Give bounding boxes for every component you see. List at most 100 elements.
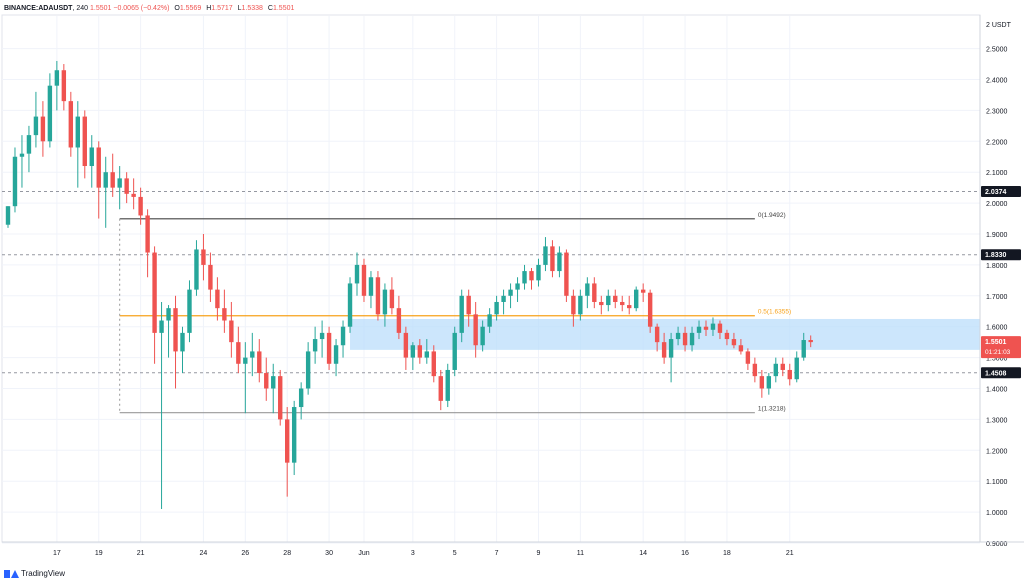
symbol-name[interactable]: BINANCE:ADAUSDT [4,5,73,12]
candle[interactable] [187,280,192,343]
candle[interactable] [410,342,416,370]
candle[interactable] [668,332,674,383]
candle[interactable] [124,172,129,204]
candle[interactable] [717,320,723,340]
candle[interactable] [654,323,660,352]
candle[interactable] [117,166,122,210]
candle[interactable] [752,357,758,383]
candle[interactable] [19,135,25,188]
candle[interactable] [620,295,625,312]
candle[interactable] [194,240,199,296]
candle[interactable] [494,295,499,321]
candle[interactable] [298,382,304,420]
candle[interactable] [89,135,94,188]
candle[interactable] [222,289,227,333]
candle[interactable] [201,234,206,281]
candle[interactable] [738,339,744,355]
candle[interactable] [138,187,143,225]
candle[interactable] [613,289,618,309]
candle[interactable] [515,277,520,302]
candle[interactable] [368,271,374,309]
candle[interactable] [103,156,108,228]
candle[interactable] [208,252,213,302]
candle[interactable] [585,277,590,309]
candle[interactable] [110,153,115,197]
candle[interactable] [96,141,101,219]
candle[interactable] [634,286,639,312]
candle[interactable] [731,332,737,349]
candle[interactable] [689,326,695,352]
candle[interactable] [389,277,395,315]
candle[interactable] [438,369,443,411]
candle[interactable] [5,206,11,228]
candle[interactable] [724,329,730,346]
candle[interactable] [794,351,799,383]
candle[interactable] [661,332,667,364]
candle[interactable] [305,342,311,395]
candle[interactable] [354,252,360,296]
candle[interactable] [787,363,792,386]
candle[interactable] [508,283,513,309]
candle[interactable] [522,264,527,290]
candle[interactable] [257,339,262,383]
candle[interactable] [640,283,646,302]
candles-layer[interactable] [5,60,813,510]
candle[interactable] [703,320,709,336]
candle[interactable] [33,91,39,148]
candle[interactable] [431,345,436,383]
candle[interactable] [82,110,87,179]
candle[interactable] [627,295,632,315]
candle[interactable] [647,289,653,333]
candle[interactable] [152,246,157,364]
candle[interactable] [564,249,569,302]
candle[interactable] [452,326,457,377]
candle[interactable] [26,125,32,173]
candle[interactable] [326,326,332,370]
candle[interactable] [773,357,778,383]
candle[interactable] [271,363,276,414]
candle[interactable] [578,289,583,321]
candle[interactable] [682,326,688,352]
candle[interactable] [250,332,255,377]
candle[interactable] [445,363,450,408]
candle[interactable] [159,301,164,510]
candle[interactable] [333,339,339,377]
candle[interactable] [599,295,604,315]
candle[interactable] [40,101,46,157]
candle[interactable] [347,277,353,333]
candle[interactable] [403,326,409,370]
candle[interactable] [131,178,136,210]
candle[interactable] [766,373,772,395]
candle[interactable] [340,320,346,358]
candle[interactable] [278,369,283,426]
candle[interactable] [675,326,681,346]
candle[interactable] [291,400,297,476]
candle[interactable] [801,332,806,361]
candle[interactable] [759,369,765,398]
candle[interactable] [75,101,80,188]
candle[interactable] [487,308,492,333]
candle[interactable] [459,289,464,343]
candle[interactable] [473,301,478,358]
fib-levels[interactable]: 0(1.9492) 0.5(1.6355) 1(1.3218) [119,212,791,414]
candle[interactable] [696,320,702,340]
candle[interactable] [536,258,541,287]
candle[interactable] [236,326,241,374]
candle[interactable] [215,277,220,321]
interval[interactable]: 240 [76,5,89,12]
candle[interactable] [285,407,290,497]
tradingview-logo[interactable]: TradingView [4,568,65,580]
candle[interactable] [361,258,367,302]
candle[interactable] [166,305,171,358]
candle[interactable] [550,240,555,278]
candle[interactable] [466,289,471,327]
candle[interactable] [710,317,716,336]
candle[interactable] [312,326,318,364]
candle[interactable] [808,335,813,348]
candle[interactable] [54,60,60,111]
candle[interactable] [501,289,506,315]
candle[interactable] [529,267,534,290]
candle[interactable] [592,277,597,309]
candle[interactable] [571,289,576,327]
